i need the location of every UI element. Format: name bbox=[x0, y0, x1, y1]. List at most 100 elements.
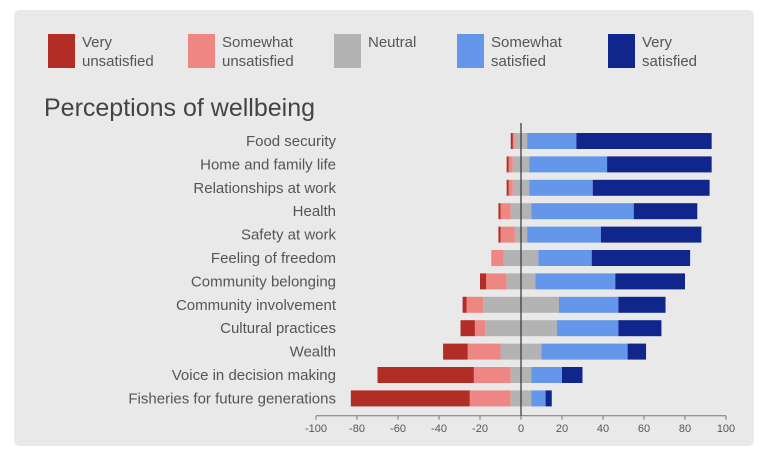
category-label: Relationships at work bbox=[193, 180, 336, 197]
category-label: Food security bbox=[246, 133, 337, 150]
category-label: Safety at work bbox=[241, 227, 337, 244]
bar-somewhat-satisfied bbox=[531, 367, 562, 383]
bar-very-satisfied bbox=[607, 156, 712, 173]
legend-label-very-unsatisfied: Very bbox=[82, 34, 113, 51]
bar-somewhat-unsatisfied bbox=[473, 367, 511, 383]
bar-somewhat-satisfied bbox=[527, 133, 577, 149]
legend-swatch-very-satisfied bbox=[608, 34, 635, 68]
bar-very-satisfied bbox=[600, 226, 702, 243]
bar-somewhat-unsatisfied bbox=[466, 296, 484, 313]
bar-very-unsatisfied bbox=[350, 390, 470, 407]
bar-very-unsatisfied bbox=[443, 343, 468, 360]
legend-label-somewhat-unsatisfied: Somewhat bbox=[222, 34, 294, 51]
category-label: Home and family life bbox=[200, 156, 336, 173]
bar-row-community-belonging bbox=[480, 273, 685, 290]
bar-somewhat-unsatisfied bbox=[508, 156, 513, 173]
bar-very-unsatisfied bbox=[506, 156, 509, 173]
bar-somewhat-unsatisfied bbox=[500, 226, 515, 243]
category-label: Wealth bbox=[290, 344, 336, 361]
bar-very-unsatisfied bbox=[377, 367, 474, 383]
legend-label-neutral: Neutral bbox=[368, 34, 416, 51]
bar-row-home-and-family-life bbox=[506, 156, 712, 173]
bar-somewhat-unsatisfied bbox=[508, 179, 513, 196]
bar-very-satisfied bbox=[615, 273, 685, 290]
bar-somewhat-unsatisfied bbox=[467, 343, 501, 360]
legend-label-somewhat-unsatisfied: unsatisfied bbox=[222, 53, 294, 70]
bar-somewhat-satisfied bbox=[529, 156, 608, 173]
bar-very-satisfied bbox=[618, 320, 662, 337]
bar-very-satisfied bbox=[592, 179, 710, 196]
category-label: Cultural practices bbox=[220, 320, 336, 337]
legend-label-somewhat-satisfied: Somewhat bbox=[491, 34, 563, 51]
legend-label-very-satisfied: satisfied bbox=[642, 53, 697, 70]
bar-very-unsatisfied bbox=[506, 179, 509, 196]
bar-very-unsatisfied bbox=[480, 273, 487, 290]
bar-somewhat-satisfied bbox=[556, 320, 619, 337]
wellbeing-chart: Very unsatisfied Somewhat unsatisfied Neutra… bbox=[44, 34, 735, 435]
bar-somewhat-satisfied bbox=[531, 390, 546, 407]
legend-swatch-somewhat-unsatisfied bbox=[188, 34, 215, 68]
chart-title: Perceptions of wellbeing bbox=[44, 94, 315, 122]
legend-swatch-very-unsatisfied bbox=[48, 34, 75, 68]
bar-very-satisfied bbox=[618, 296, 666, 313]
x-tick-label: 0 bbox=[518, 423, 524, 435]
category-label: Feeling of freedom bbox=[211, 250, 336, 267]
bar-very-unsatisfied bbox=[462, 296, 467, 313]
bar-somewhat-unsatisfied bbox=[500, 203, 511, 220]
category-label: Voice in decision making bbox=[172, 367, 336, 384]
bar-row-wealth bbox=[443, 343, 647, 360]
bar-row-fisheries-for-future-generations bbox=[350, 390, 552, 407]
bar-somewhat-unsatisfied bbox=[512, 133, 515, 149]
bar-somewhat-satisfied bbox=[531, 203, 634, 220]
bar-row-cultural-practices bbox=[460, 320, 662, 337]
bar-somewhat-satisfied bbox=[535, 273, 616, 290]
bar-somewhat-unsatisfied bbox=[469, 390, 511, 407]
category-labels: Food security Home and family life Relatio… bbox=[128, 133, 336, 407]
bar-row-community-involvement bbox=[462, 296, 666, 313]
chart-panel: Very unsatisfied Somewhat unsatisfied Neutra… bbox=[14, 10, 754, 446]
category-label: Community involvement bbox=[176, 297, 337, 314]
bar-very-satisfied bbox=[591, 250, 691, 266]
bar-very-unsatisfied bbox=[510, 133, 513, 149]
legend: Very unsatisfied Somewhat unsatisfied Neutra… bbox=[48, 34, 697, 70]
bar-somewhat-unsatisfied bbox=[491, 250, 504, 266]
x-tick-label: 60 bbox=[638, 423, 650, 435]
x-tick-label: -100 bbox=[305, 423, 327, 435]
x-tick-label: -80 bbox=[349, 423, 365, 435]
x-tick-label: 80 bbox=[679, 423, 691, 435]
bar-very-unsatisfied bbox=[498, 226, 501, 243]
bar-somewhat-satisfied bbox=[558, 296, 619, 313]
bar-row-health bbox=[498, 203, 698, 220]
x-axis: -100 -80 -60 -40 -20 0 20 40 60 80 100 bbox=[305, 123, 735, 435]
bar-somewhat-satisfied bbox=[538, 250, 592, 266]
legend-swatch-neutral bbox=[334, 34, 361, 68]
x-tick-label: 100 bbox=[717, 423, 735, 435]
bar-somewhat-satisfied bbox=[527, 226, 601, 243]
bars bbox=[350, 133, 712, 407]
x-tick-label: -60 bbox=[390, 423, 406, 435]
bar-very-unsatisfied bbox=[460, 320, 475, 337]
bar-row-relationships-at-work bbox=[506, 179, 710, 196]
category-label: Health bbox=[293, 203, 336, 220]
bar-very-satisfied bbox=[545, 390, 552, 407]
bar-row-voice-in-decision-making bbox=[377, 367, 583, 383]
bar-very-satisfied bbox=[633, 203, 698, 220]
bar-somewhat-unsatisfied bbox=[474, 320, 486, 337]
bar-somewhat-satisfied bbox=[541, 343, 628, 360]
bar-somewhat-satisfied bbox=[529, 179, 593, 196]
bar-very-satisfied bbox=[562, 367, 583, 383]
x-tick-label: 20 bbox=[556, 423, 568, 435]
legend-label-very-unsatisfied: unsatisfied bbox=[82, 53, 154, 70]
legend-swatch-somewhat-satisfied bbox=[457, 34, 484, 68]
legend-label-somewhat-satisfied: satisfied bbox=[491, 53, 546, 70]
bar-row-safety-at-work bbox=[498, 226, 702, 243]
category-label: Community belonging bbox=[191, 273, 336, 290]
category-label: Fisheries for future generations bbox=[128, 390, 336, 407]
bar-very-unsatisfied bbox=[498, 203, 501, 220]
bar-row-food-security bbox=[510, 133, 712, 149]
bar-very-satisfied bbox=[576, 133, 712, 149]
bar-somewhat-unsatisfied bbox=[486, 273, 507, 290]
bar-very-satisfied bbox=[627, 343, 647, 360]
x-tick-label: -40 bbox=[431, 423, 447, 435]
x-tick-label: 40 bbox=[597, 423, 609, 435]
